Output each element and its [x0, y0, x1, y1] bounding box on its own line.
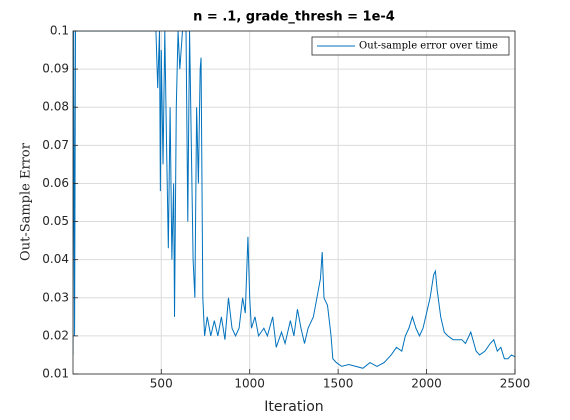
y-tick-label: 0.05	[42, 214, 69, 228]
x-tick-label: 1000	[234, 377, 265, 391]
x-tick-label: 1500	[323, 377, 354, 391]
x-axis-label: Iteration	[264, 399, 323, 415]
y-tick-label: 0.08	[42, 100, 69, 114]
legend-box	[311, 36, 510, 56]
y-axis-label: Out-Sample Error	[19, 142, 34, 261]
x-tick-label: 2500	[500, 377, 531, 391]
axes-box	[72, 30, 516, 375]
data-line	[73, 31, 515, 369]
y-tick-label: 0.07	[42, 138, 69, 152]
y-tick-label: 0.1	[50, 24, 69, 38]
y-tick-label: 0.09	[42, 62, 69, 76]
y-tick-label: 0.03	[42, 290, 69, 304]
y-tick-label: 0.06	[42, 176, 69, 190]
y-tick-label: 0.01	[42, 367, 69, 381]
legend: Out-sample error over time	[311, 36, 510, 56]
x-tick-label: 2000	[411, 377, 442, 391]
y-tick-label: 0.04	[42, 252, 69, 266]
y-tick-label: 0.02	[42, 328, 69, 342]
x-tick-label: 500	[150, 377, 173, 391]
chart-title: n = .1, grade_thresh = 1e-4	[193, 10, 395, 25]
plot-area	[73, 31, 515, 374]
legend-label: Out-sample error over time	[359, 41, 498, 52]
lines	[73, 31, 515, 369]
